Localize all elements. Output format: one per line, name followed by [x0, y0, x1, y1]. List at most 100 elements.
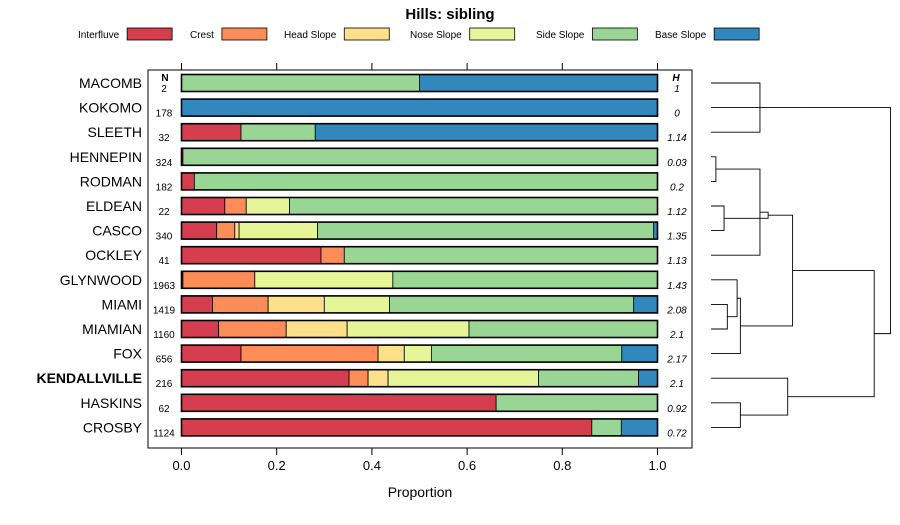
dendrogram-merge-6	[711, 303, 728, 330]
row-label-ockley: OCKLEY	[85, 247, 142, 263]
bar-fox-side-slope	[430, 344, 623, 363]
bar-crosby-base-slope	[620, 418, 658, 437]
h-value-crosby: 0.72	[667, 428, 687, 439]
h-value-miamian: 2.1	[669, 330, 684, 341]
bar-kendallville-base-slope	[638, 369, 658, 388]
bar-outline-hennepin	[180, 147, 659, 167]
row-label-casco: CASCO	[92, 223, 142, 239]
bar-haskins-interfluve	[181, 393, 497, 412]
h-value-rodman: 0.2	[670, 182, 684, 193]
bar-outline-crosby	[180, 418, 659, 437]
legend-label-interfluve: Interfluve	[78, 30, 120, 41]
bar-casco-crest	[216, 221, 236, 240]
chart-title: Hills: sibling	[405, 6, 494, 23]
bar-miami-nose-slope	[323, 295, 390, 314]
h-value-kokomo: 0	[674, 109, 680, 120]
bar-ockley-side-slope	[343, 246, 658, 265]
bar-outline-ockley	[180, 245, 659, 265]
bar-outline-sleeth	[180, 122, 659, 142]
bar-outline-haskins	[180, 393, 659, 413]
x-tick-label-0: 0.0	[172, 458, 190, 473]
bar-outline-macomb	[180, 73, 659, 93]
row-label-fox: FOX	[113, 346, 142, 362]
x-axis-label: Proportion	[388, 484, 453, 500]
h-value-eldean: 1.12	[667, 207, 687, 218]
bar-fox-base-slope	[621, 344, 658, 363]
bar-eldean-crest	[224, 197, 247, 215]
legend-label-base-slope: Base Slope	[655, 30, 707, 41]
bar-kendallville-head-slope	[367, 369, 389, 388]
bar-fox-crest	[240, 344, 379, 363]
bar-crosby-interfluve	[181, 418, 593, 437]
bar-macomb-side-slope	[181, 74, 420, 92]
bar-casco-head-slope	[234, 221, 240, 240]
legend-swatch-nose-slope	[469, 27, 516, 41]
bar-miami-base-slope	[633, 295, 658, 314]
row-label-crosby: CROSBY	[83, 419, 143, 435]
bar-kokomo-base-slope	[181, 98, 658, 117]
bar-hennepin-side-slope	[182, 147, 658, 166]
n-value-kendallville: 216	[156, 379, 173, 390]
n-value-eldean: 22	[158, 207, 170, 218]
dendrogram-merge-8	[711, 297, 741, 355]
n-value-haskins: 62	[158, 404, 170, 415]
bar-fox-head-slope	[377, 344, 405, 363]
dendrogram	[711, 82, 891, 428]
bar-casco-nose-slope	[238, 221, 319, 240]
dendrogram-merge-9	[740, 214, 794, 327]
bar-miamian-side-slope	[468, 320, 658, 338]
bar-glynwood-side-slope	[392, 270, 658, 289]
dendrogram-merge-2	[711, 156, 717, 182]
n-value-ockley: 41	[158, 256, 170, 267]
bar-miamian-interfluve	[181, 320, 220, 338]
n-value-kokomo: 178	[156, 109, 173, 120]
legend-swatch-side-slope	[591, 27, 638, 41]
dendrogram-merge-5	[724, 211, 769, 219]
row-label-kokomo: KOKOMO	[79, 100, 142, 116]
bar-miami-interfluve	[181, 295, 213, 314]
h-value-sleeth: 1.14	[667, 133, 687, 144]
bar-miami-crest	[212, 295, 269, 314]
row-label-eldean: ELDEAN	[86, 198, 142, 214]
rows: MACOMB 2 1 KOKOMO 178 0 SLEETH 32 1.14 HENNEPIN 32…	[36, 73, 687, 439]
n-value-casco: 340	[156, 232, 173, 243]
bar-eldean-nose-slope	[245, 197, 290, 215]
row-label-sleeth: SLEETH	[88, 124, 142, 140]
row-label-haskins: HASKINS	[81, 395, 142, 411]
bar-outline-miamian	[180, 319, 659, 339]
x-tick-label-5: 1.0	[648, 458, 666, 473]
x-tick-label-2: 0.4	[363, 458, 381, 473]
bar-eldean-interfluve	[181, 197, 226, 215]
n-value-macomb: 2	[161, 84, 167, 95]
n-header: N	[161, 73, 168, 84]
bar-casco-interfluve	[181, 221, 218, 240]
bar-outline-kendallville	[180, 368, 659, 388]
bar-outline-miami	[180, 295, 659, 314]
row-label-glynwood: GLYNWOOD	[60, 272, 142, 288]
bar-haskins-side-slope	[495, 393, 658, 412]
bar-eldean-side-slope	[289, 197, 658, 215]
n-value-miami: 1419	[153, 305, 176, 316]
legend-label-crest: Crest	[190, 30, 214, 41]
h-value-kendallville: 2.1	[669, 379, 684, 390]
dendrogram-merge-13	[800, 107, 891, 335]
bar-kendallville-nose-slope	[387, 369, 539, 388]
bar-miami-head-slope	[267, 295, 325, 314]
h-header: H	[672, 73, 680, 84]
bar-glynwood-crest	[182, 270, 256, 289]
row-label-rodman: RODMAN	[80, 173, 142, 189]
legend-swatch-head-slope	[343, 27, 390, 41]
row-label-kendallville: KENDALLVILLE	[36, 370, 142, 386]
h-value-casco: 1.35	[667, 232, 687, 243]
bar-fox-interfluve	[181, 344, 242, 363]
bar-sleeth-base-slope	[314, 123, 658, 142]
bar-miamian-nose-slope	[346, 320, 470, 338]
bar-kendallville-interfluve	[181, 369, 350, 388]
bar-outline-casco	[180, 221, 659, 240]
x-tick-label-3: 0.6	[458, 458, 476, 473]
dendrogram-merge-11	[711, 377, 789, 416]
x-tick-label-1: 0.2	[268, 458, 286, 473]
row-label-miamian: MIAMIAN	[82, 321, 142, 337]
bar-ockley-crest	[320, 246, 345, 265]
